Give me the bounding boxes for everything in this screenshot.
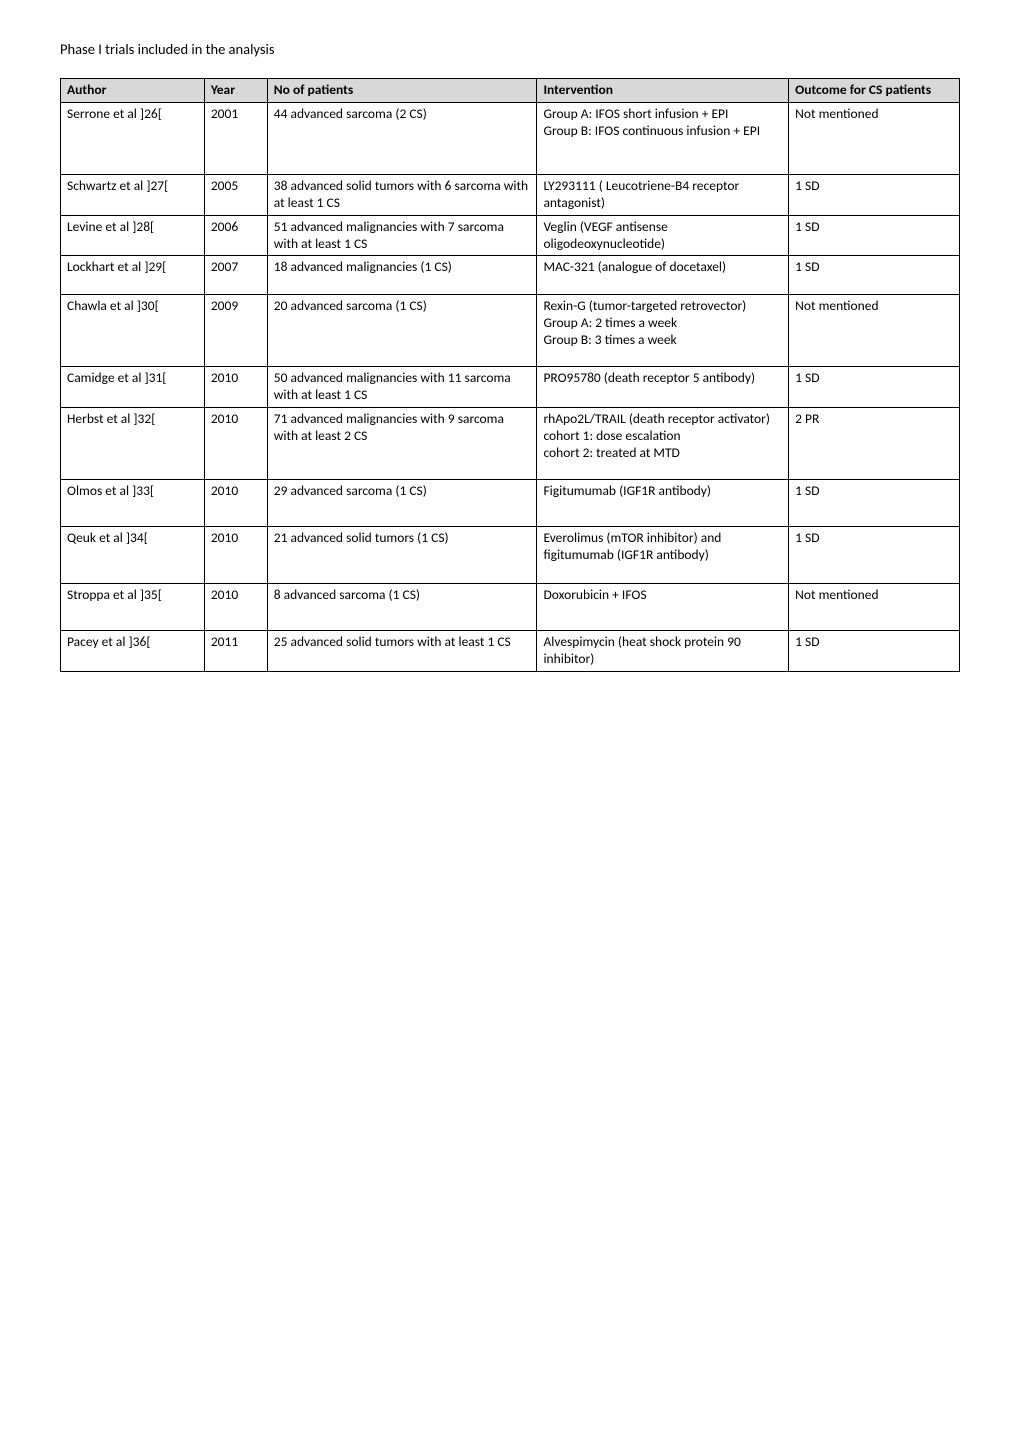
cell-year: 2009: [204, 295, 267, 367]
col-outcome: Outcome for CS patients: [789, 79, 960, 103]
cell-outcome: 2 PR: [789, 408, 960, 480]
cell-year: 2010: [204, 408, 267, 480]
table-row: Chawla et al ]30[200920 advanced sarcoma…: [61, 295, 960, 367]
cell-year: 2005: [204, 174, 267, 215]
cell-intervention: Group A: IFOS short infusion + EPIGroup …: [537, 102, 789, 174]
cell-author: Pacey et al ]36[: [61, 631, 205, 672]
table-row: Pacey et al ]36[201125 advanced solid tu…: [61, 631, 960, 672]
cell-patients: 71 advanced malignancies with 9 sarcoma …: [267, 408, 537, 480]
cell-intervention: MAC-321 (analogue of docetaxel): [537, 256, 789, 295]
cell-intervention: PRO95780 (death receptor 5 antibody): [537, 367, 789, 408]
cell-year: 2007: [204, 256, 267, 295]
cell-outcome: 1 SD: [789, 527, 960, 584]
page-title: Phase I trials included in the analysis: [60, 40, 960, 58]
cell-patients: 50 advanced malignancies with 11 sarcoma…: [267, 367, 537, 408]
cell-outcome: Not mentioned: [789, 295, 960, 367]
cell-intervention: Rexin-G (tumor-targeted retrovector)Grou…: [537, 295, 789, 367]
cell-patients: 51 advanced malignancies with 7 sarcoma …: [267, 215, 537, 256]
cell-author: Chawla et al ]30[: [61, 295, 205, 367]
cell-year: 2010: [204, 367, 267, 408]
cell-year: 2001: [204, 102, 267, 174]
table-head: Author Year No of patients Intervention …: [61, 79, 960, 103]
table-row: Olmos et al ]33[201029 advanced sarcoma …: [61, 480, 960, 527]
cell-intervention: Doxorubicin + IFOS: [537, 584, 789, 631]
cell-intervention: Alvespimycin (heat shock protein 90 inhi…: [537, 631, 789, 672]
table-row: Camidge et al ]31[201050 advanced malign…: [61, 367, 960, 408]
trials-table: Author Year No of patients Intervention …: [60, 78, 960, 672]
table-row: Serrone et al ]26[200144 advanced sarcom…: [61, 102, 960, 174]
cell-author: Lockhart et al ]29[: [61, 256, 205, 295]
table-row: Lockhart et al ]29[200718 advanced malig…: [61, 256, 960, 295]
table-row: Stroppa et al ]35[20108 advanced sarcoma…: [61, 584, 960, 631]
cell-patients: 18 advanced malignancies (1 CS): [267, 256, 537, 295]
cell-author: Levine et al ]28[: [61, 215, 205, 256]
table-body: Serrone et al ]26[200144 advanced sarcom…: [61, 102, 960, 671]
cell-outcome: 1 SD: [789, 367, 960, 408]
cell-intervention: Figitumumab (IGF1R antibody): [537, 480, 789, 527]
cell-intervention: rhApo2L/TRAIL (death receptor activator)…: [537, 408, 789, 480]
table-row: Herbst et al ]32[201071 advanced maligna…: [61, 408, 960, 480]
cell-author: Camidge et al ]31[: [61, 367, 205, 408]
cell-author: Qeuk et al ]34[: [61, 527, 205, 584]
cell-author: Herbst et al ]32[: [61, 408, 205, 480]
table-row: Schwartz et al ]27[200538 advanced solid…: [61, 174, 960, 215]
cell-outcome: 1 SD: [789, 631, 960, 672]
col-year: Year: [204, 79, 267, 103]
cell-patients: 21 advanced solid tumors (1 CS): [267, 527, 537, 584]
cell-patients: 20 advanced sarcoma (1 CS): [267, 295, 537, 367]
col-intervention: Intervention: [537, 79, 789, 103]
cell-year: 2011: [204, 631, 267, 672]
cell-author: Serrone et al ]26[: [61, 102, 205, 174]
cell-author: Olmos et al ]33[: [61, 480, 205, 527]
cell-patients: 8 advanced sarcoma (1 CS): [267, 584, 537, 631]
table-row: Qeuk et al ]34[201021 advanced solid tum…: [61, 527, 960, 584]
cell-year: 2006: [204, 215, 267, 256]
cell-outcome: 1 SD: [789, 174, 960, 215]
cell-author: Stroppa et al ]35[: [61, 584, 205, 631]
cell-patients: 44 advanced sarcoma (2 CS): [267, 102, 537, 174]
col-author: Author: [61, 79, 205, 103]
cell-outcome: 1 SD: [789, 480, 960, 527]
cell-intervention: LY293111 ( Leucotriene-B4 receptor antag…: [537, 174, 789, 215]
cell-year: 2010: [204, 480, 267, 527]
cell-outcome: 1 SD: [789, 256, 960, 295]
cell-outcome: 1 SD: [789, 215, 960, 256]
cell-year: 2010: [204, 527, 267, 584]
col-patients: No of patients: [267, 79, 537, 103]
cell-intervention: Veglin (VEGF antisense oligodeoxynucleot…: [537, 215, 789, 256]
cell-patients: 38 advanced solid tumors with 6 sarcoma …: [267, 174, 537, 215]
cell-outcome: Not mentioned: [789, 584, 960, 631]
cell-patients: 29 advanced sarcoma (1 CS): [267, 480, 537, 527]
cell-year: 2010: [204, 584, 267, 631]
cell-patients: 25 advanced solid tumors with at least 1…: [267, 631, 537, 672]
cell-intervention: Everolimus (mTOR inhibitor) and figitumu…: [537, 527, 789, 584]
cell-outcome: Not mentioned: [789, 102, 960, 174]
table-row: Levine et al ]28[200651 advanced maligna…: [61, 215, 960, 256]
cell-author: Schwartz et al ]27[: [61, 174, 205, 215]
